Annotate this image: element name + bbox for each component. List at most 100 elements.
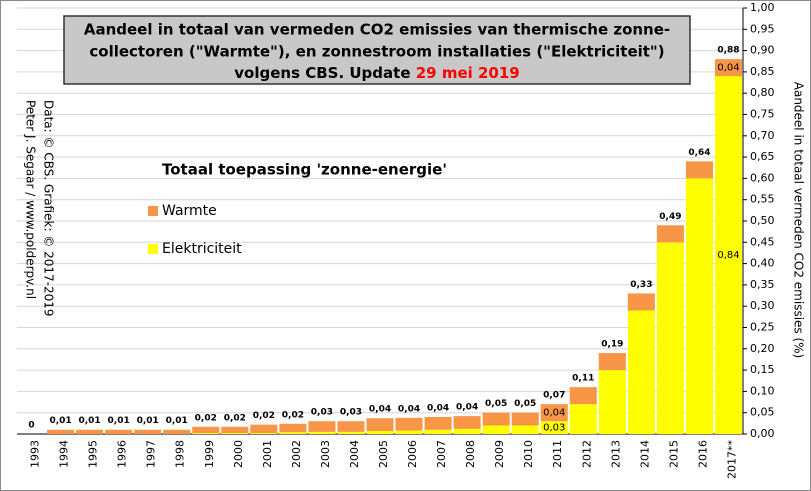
x-tick-label: 2003 xyxy=(319,440,332,468)
y-tick-label: 0,70 xyxy=(750,129,775,142)
x-tick-label: 1994 xyxy=(58,440,71,468)
y-tick-label: 0,50 xyxy=(750,214,775,227)
x-tick-label: 2000 xyxy=(232,440,245,468)
total-label: 0,07 xyxy=(543,391,565,401)
total-label: 0,02 xyxy=(282,410,304,420)
y-tick-label: 0,35 xyxy=(750,278,775,291)
y-tick-label: 0,25 xyxy=(750,321,775,334)
title-line: volgens CBS. Update 29 mei 2019 xyxy=(234,64,520,82)
y-tick-label: 0,10 xyxy=(750,384,775,397)
bar-segment xyxy=(366,431,394,434)
y-tick-label: 0,75 xyxy=(750,108,775,121)
bar-segment xyxy=(598,370,626,434)
total-label: 0,05 xyxy=(514,399,536,409)
bar-segment xyxy=(337,431,365,434)
bar-segment xyxy=(424,429,452,434)
bar-segment xyxy=(685,161,713,179)
x-tick-label: 2001 xyxy=(261,440,274,468)
y-tick-label: 0,05 xyxy=(750,406,775,419)
title-line: collectoren ("Warmte"), en zonnestroom i… xyxy=(89,43,664,61)
segment-label: 0,04 xyxy=(717,63,739,74)
bar-segment xyxy=(685,178,713,434)
y-tick-label: 0,15 xyxy=(750,363,775,376)
legend-label: Warmte xyxy=(162,203,217,219)
total-label: 0,19 xyxy=(601,340,623,350)
legend-swatch xyxy=(148,244,158,254)
bar-segment xyxy=(279,432,307,434)
x-tick-label: 2015 xyxy=(667,440,680,468)
total-label: 0,04 xyxy=(456,403,478,413)
title-line: Aandeel in totaal van vermeden CO2 emiss… xyxy=(84,21,670,39)
segment-label: 0,84 xyxy=(717,250,739,261)
x-tick-label: 2017** xyxy=(725,440,738,479)
bar-segment xyxy=(163,429,191,434)
total-label: 0,02 xyxy=(195,413,217,423)
total-label: 0,02 xyxy=(253,411,275,421)
x-tick-label: 2012 xyxy=(580,440,593,468)
bar-segment xyxy=(714,59,742,77)
bar-segment xyxy=(569,404,597,434)
bar-segment xyxy=(453,428,481,434)
bar-segment xyxy=(627,310,655,434)
bar-segment xyxy=(134,429,162,434)
bar-segment xyxy=(540,404,568,422)
y-tick-label: 0,90 xyxy=(750,44,775,57)
bar-segment xyxy=(424,416,452,430)
credit: Peter J. Segaar / www.polderpv.nl xyxy=(24,100,38,299)
y-tick-label: 0,95 xyxy=(750,22,775,35)
y-tick-label: 0,80 xyxy=(750,86,775,99)
total-label: 0 xyxy=(28,421,34,431)
bar-segment xyxy=(395,417,423,431)
bar-segment xyxy=(598,353,626,371)
x-tick-label: 2010 xyxy=(522,440,535,468)
total-label: 0,04 xyxy=(427,403,449,413)
legend-title: Totaal toepassing 'zonne-energie' xyxy=(162,161,447,179)
x-tick-label: 1999 xyxy=(203,440,216,468)
bar-segment xyxy=(76,429,104,434)
bar-segment xyxy=(192,426,220,434)
x-tick-label: 1993 xyxy=(29,440,42,468)
total-label: 0,05 xyxy=(485,399,507,409)
y-tick-label: 0,60 xyxy=(750,171,775,184)
x-tick-label: 2008 xyxy=(464,440,477,468)
bar-segment xyxy=(366,418,394,432)
x-tick-label: 1996 xyxy=(116,440,129,468)
total-label: 0,04 xyxy=(369,405,391,415)
x-tick-label: 2011 xyxy=(551,440,564,468)
y-axis-label: Aandeel in totaal vermeden CO2 emissies … xyxy=(792,82,806,359)
bar-segment xyxy=(395,430,423,434)
legend-label: Elektriciteit xyxy=(162,241,242,257)
total-label: 0,01 xyxy=(137,416,159,426)
y-tick-label: 0,45 xyxy=(750,235,775,248)
bar-segment xyxy=(47,429,75,434)
x-tick-label: 2009 xyxy=(493,440,506,468)
total-label: 0,01 xyxy=(49,416,71,426)
total-label: 0,01 xyxy=(108,416,130,426)
bar-segment xyxy=(656,242,684,434)
total-label: 0,03 xyxy=(340,408,362,418)
bar-segment xyxy=(308,431,336,434)
credit: Data: © CBS. Grafiek: © 2017-2019 xyxy=(42,100,56,317)
y-tick-label: 0,85 xyxy=(750,65,775,78)
bar-segment xyxy=(511,412,539,426)
x-tick-label: 2007 xyxy=(435,440,448,468)
segment-label: 0,04 xyxy=(543,408,565,419)
bar-segment xyxy=(714,76,742,434)
x-tick-label: 2002 xyxy=(290,440,303,468)
bar-segment xyxy=(569,387,597,405)
total-label: 0,04 xyxy=(398,404,420,414)
bar-segment xyxy=(482,425,510,434)
x-tick-label: 2013 xyxy=(609,440,622,468)
bar-segment xyxy=(250,424,278,434)
total-label: 0,02 xyxy=(224,413,246,423)
y-tick-label: 0,20 xyxy=(750,342,775,355)
x-tick-label: 2014 xyxy=(638,440,651,468)
bar-segment xyxy=(279,423,307,433)
bar-segment xyxy=(105,429,133,434)
bar-segment xyxy=(308,421,336,432)
x-tick-label: 2004 xyxy=(348,440,361,468)
total-label: 0,03 xyxy=(311,408,333,418)
bar-segment xyxy=(482,412,510,426)
y-tick-label: 0,30 xyxy=(750,299,775,312)
